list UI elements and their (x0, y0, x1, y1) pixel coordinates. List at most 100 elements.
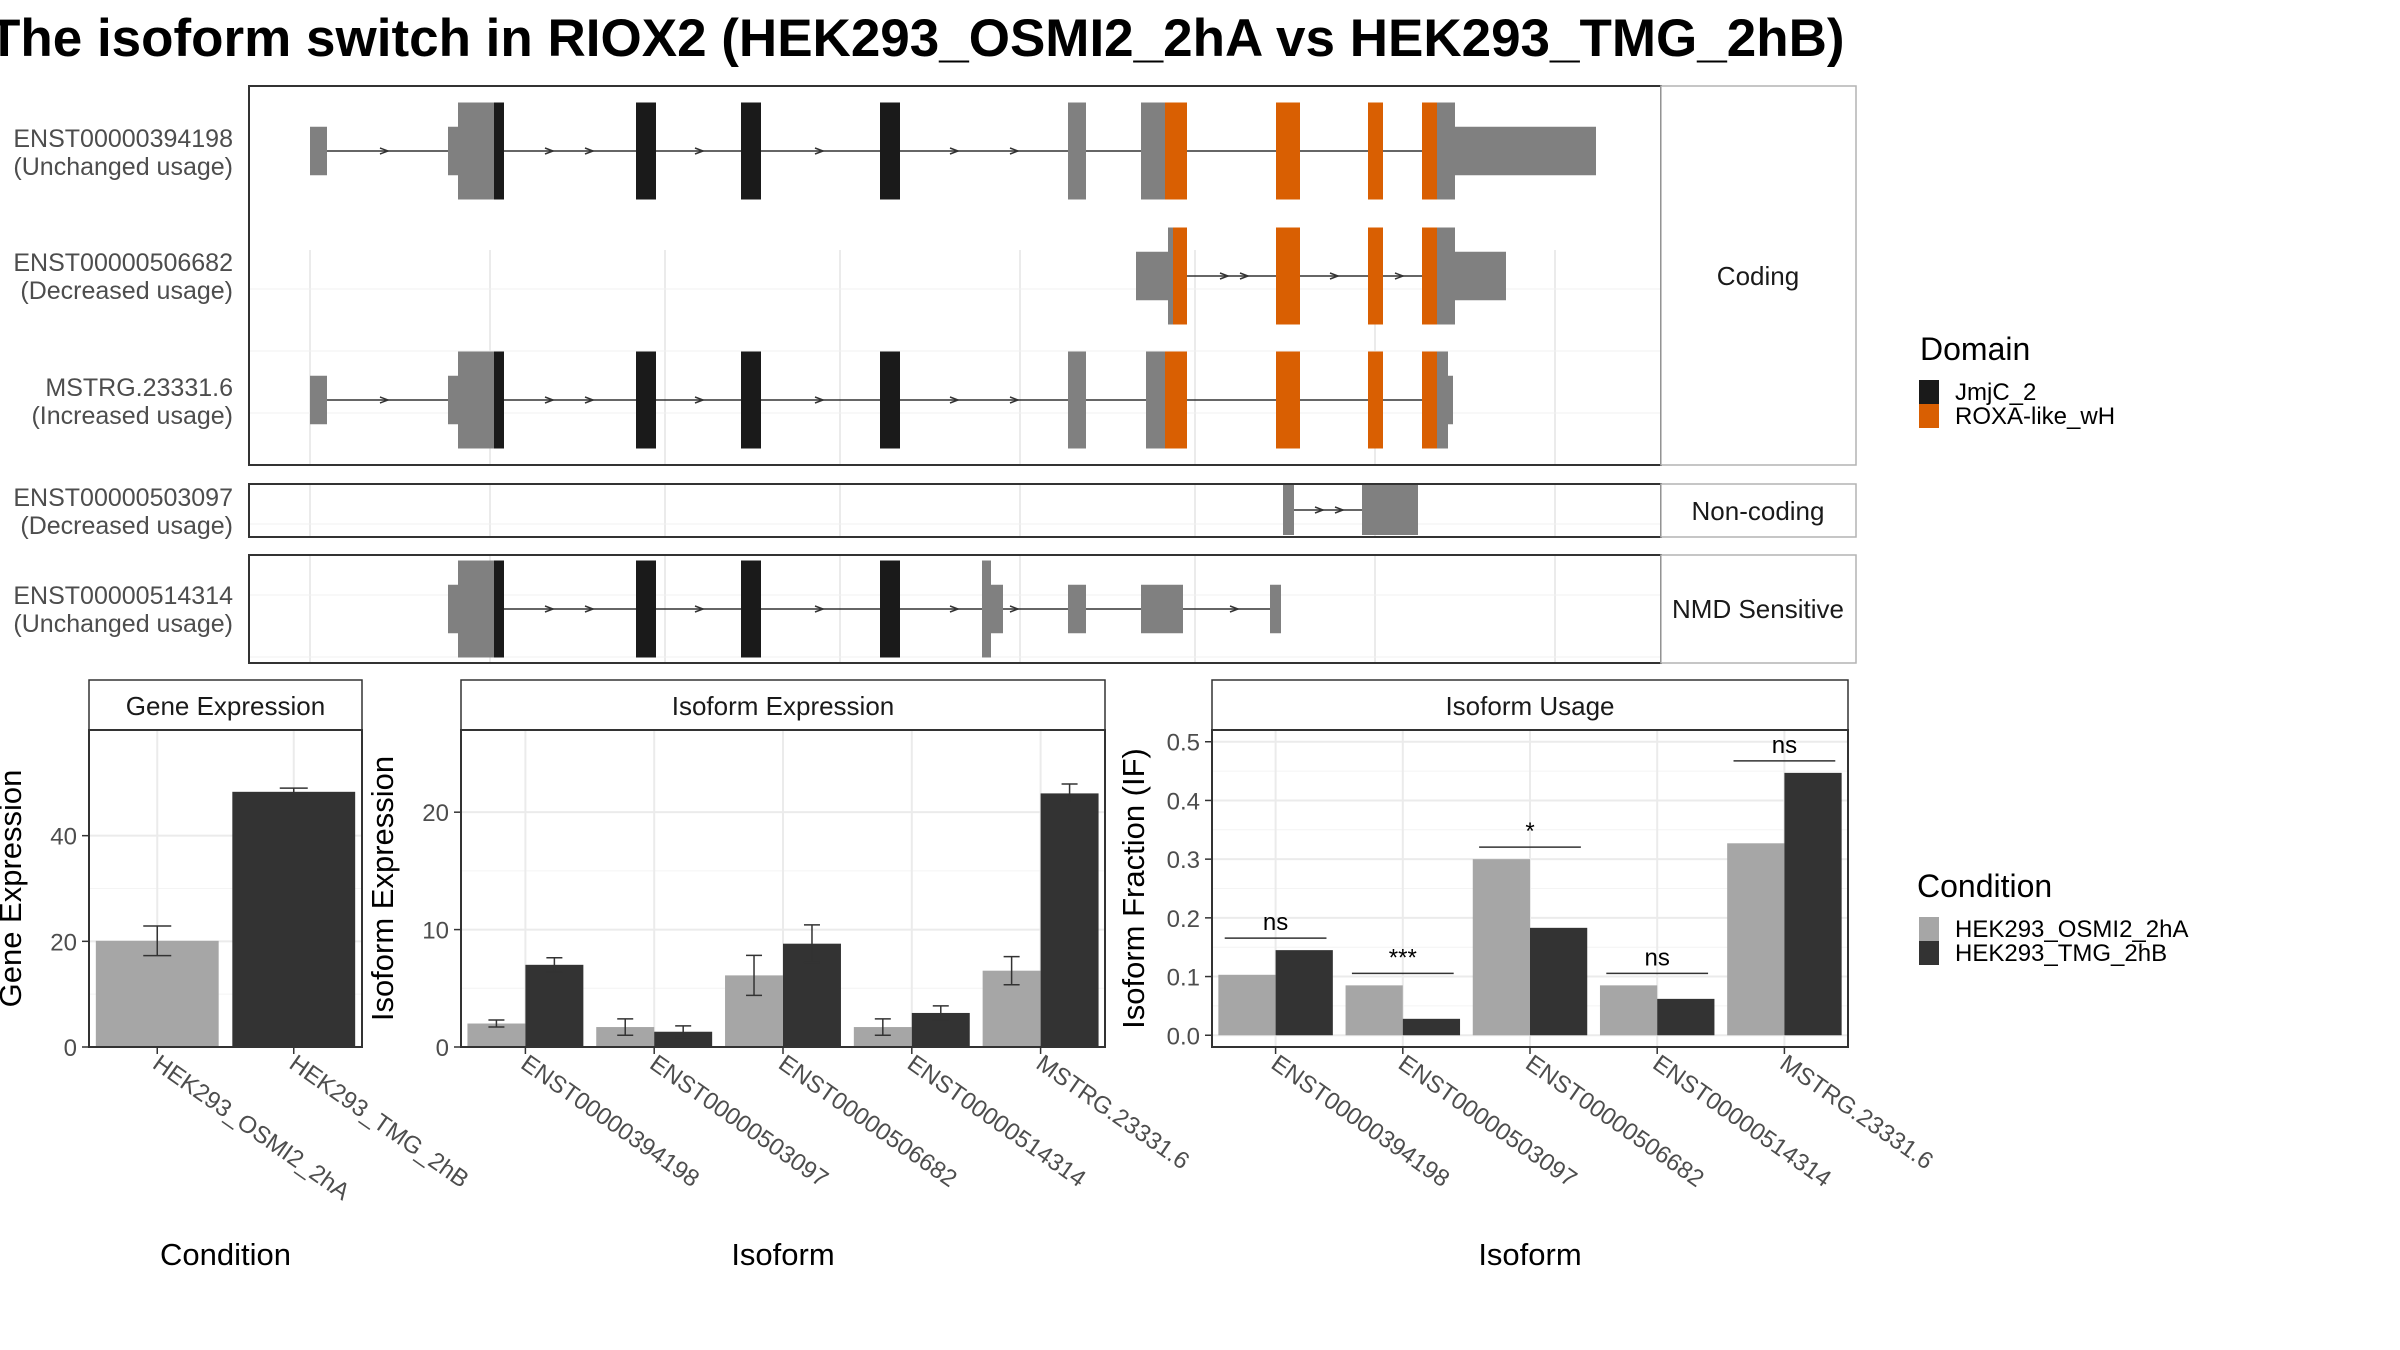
exon (1437, 351, 1448, 449)
strand-arrow (814, 605, 826, 613)
exon (448, 126, 458, 176)
domain-roxa (1173, 227, 1187, 325)
y-tick-label: 40 (50, 824, 77, 851)
domain-roxa (1368, 102, 1383, 200)
bar (1275, 950, 1333, 1036)
domain-roxa (1422, 102, 1437, 200)
isoform-usage-label: (Unchanged usage) (13, 153, 233, 181)
y-tick-label: 0 (436, 1035, 449, 1062)
isoform-id-label: MSTRG.23331.6 (45, 374, 233, 402)
bar (853, 1027, 912, 1047)
chart-panel: Isoform Expression01020ENST00000394198EN… (365, 679, 1194, 1272)
chart-panel: Isoform Usagens****nsns0.00.10.20.30.40.… (1116, 679, 1938, 1272)
chart-title: Gene Expression (126, 691, 325, 721)
chart-title: Isoform Expression (672, 691, 895, 721)
exon (1448, 375, 1453, 425)
domain-jmjc (636, 351, 656, 449)
significance-label: ns (1645, 944, 1670, 971)
y-tick-label: 0.2 (1167, 906, 1200, 933)
domain-roxa (1276, 227, 1300, 325)
domain-legend-label: ROXA-like_wH (1955, 403, 2115, 430)
y-tick-label: 0.1 (1167, 965, 1200, 992)
strand-arrow (1334, 506, 1346, 514)
domain-roxa (1368, 227, 1383, 325)
condition-legend-label: HEK293_TMG_2hB (1955, 940, 2167, 967)
y-axis-title: Gene Expression (0, 770, 28, 1008)
exon (448, 375, 458, 425)
exon (448, 584, 458, 634)
y-tick-label: 20 (50, 929, 77, 956)
y-tick-label: 0.3 (1167, 847, 1200, 874)
domain-roxa (1276, 351, 1300, 449)
strand-arrow (1314, 506, 1326, 514)
chart-strip (1211, 679, 1849, 731)
exon (1362, 485, 1418, 535)
bar (1784, 772, 1842, 1036)
bar (95, 940, 219, 1047)
domain-jmjc (880, 560, 900, 658)
strand-arrow (544, 396, 556, 404)
strand-arrow (584, 396, 596, 404)
exon (1168, 227, 1173, 325)
domain-roxa (1276, 102, 1300, 200)
condition-legend: Condition HEK293_OSMI2_2hA HEK293_TMG_2h… (1917, 868, 2188, 967)
domain-jmjc (741, 560, 761, 658)
y-tick-label: 0 (64, 1035, 77, 1062)
x-axis-title: Condition (160, 1237, 291, 1272)
y-axis-title: Isoform Fraction (IF) (1116, 748, 1151, 1029)
bar (1657, 998, 1715, 1036)
y-tick-label: 0.0 (1167, 1023, 1200, 1050)
bar (654, 1031, 713, 1047)
significance-label: * (1525, 818, 1534, 845)
facet-label-coding: Coding (1717, 261, 1799, 291)
strand-arrow (949, 605, 961, 613)
isoform-usage-label: (Increased usage) (31, 402, 233, 430)
y-tick-label: 0.4 (1167, 788, 1200, 815)
condition-legend-label: HEK293_OSMI2_2hA (1955, 916, 2188, 943)
isoform-usage-label: (Unchanged usage) (13, 610, 233, 638)
domain-jmjc (636, 560, 656, 658)
strand-arrow (694, 605, 706, 613)
isoform-id-label: ENST00000503097 (13, 484, 233, 512)
exon (1270, 584, 1281, 634)
domain-jmjc (880, 351, 900, 449)
bar (525, 964, 584, 1047)
exon (310, 126, 327, 176)
condition-legend-key-a (1919, 917, 1939, 941)
significance-label: ns (1772, 732, 1797, 759)
chart-strip (460, 679, 1106, 731)
strand-arrow (1009, 396, 1021, 404)
exon (310, 375, 327, 425)
domain-roxa (1368, 351, 1383, 449)
domain-legend-label: JmjC_2 (1955, 379, 2036, 406)
exon (1437, 227, 1455, 325)
expression-charts: Gene Expression02040HEK293_OSMI2_2hAHEK2… (0, 679, 1938, 1272)
domain-jmjc (741, 102, 761, 200)
domain-legend-title: Domain (1920, 331, 2030, 367)
condition-legend-title: Condition (1917, 868, 2052, 904)
structure-tracks (310, 102, 1596, 658)
strand-arrow (694, 396, 706, 404)
bar (232, 791, 356, 1047)
domain-roxa (1165, 102, 1187, 200)
significance-label: ns (1263, 909, 1288, 936)
strand-arrow (814, 396, 826, 404)
bar (1530, 927, 1588, 1036)
strand-arrow (1329, 272, 1341, 280)
bar (1599, 985, 1658, 1036)
isoform-usage-label: (Decreased usage) (20, 277, 233, 305)
structure-panel-noncoding: Non-coding (248, 483, 1857, 538)
exon (991, 584, 1003, 634)
bar (1345, 985, 1403, 1036)
figure-title: The isoform switch in RIOX2 (HEK293_OSMI… (0, 9, 1845, 68)
bar (1402, 1018, 1461, 1036)
facet-label-noncoding: Non-coding (1692, 496, 1825, 526)
domain-legend-key-jmjc (1919, 380, 1939, 404)
chart-title: Isoform Usage (1445, 691, 1614, 721)
strand-arrow (1239, 272, 1251, 280)
strand-arrow (379, 147, 391, 155)
bar (1727, 843, 1785, 1036)
domain-roxa (1422, 351, 1437, 449)
bar (1472, 859, 1530, 1036)
y-tick-label: 10 (422, 918, 449, 945)
